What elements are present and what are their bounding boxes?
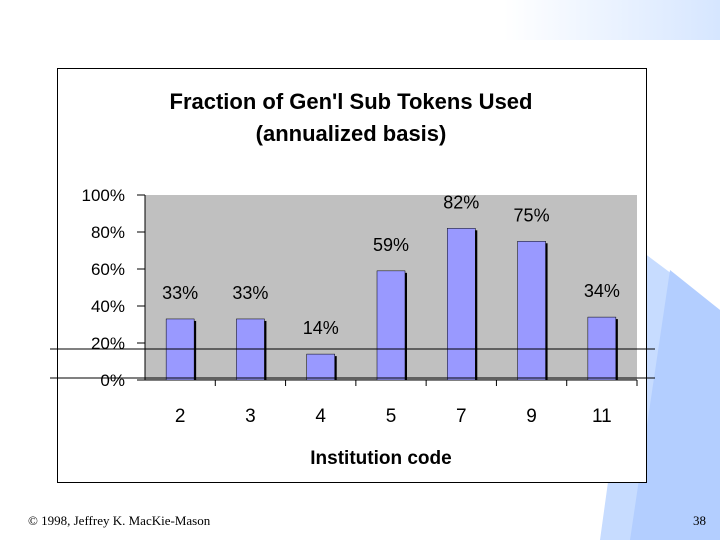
bar bbox=[447, 228, 476, 381]
y-tick-label: 40% bbox=[91, 297, 125, 316]
x-tick-label: 11 bbox=[592, 406, 612, 427]
y-tick-label: 20% bbox=[91, 334, 125, 353]
x-tick-label: 5 bbox=[386, 406, 397, 427]
x-axis-title: Institution code bbox=[310, 448, 451, 469]
y-tick-label: 60% bbox=[91, 260, 125, 279]
data-label: 34% bbox=[584, 281, 620, 301]
x-tick-label: 7 bbox=[456, 406, 467, 427]
bar bbox=[306, 353, 335, 381]
y-tick-label: 80% bbox=[91, 223, 125, 242]
footer-copyright: © 1998, Jeffrey K. MacKie-Mason bbox=[28, 513, 211, 528]
data-label: 59% bbox=[373, 235, 409, 255]
chart-title-line1: Fraction of Gen'l Sub Tokens Used bbox=[169, 89, 533, 114]
bar bbox=[517, 241, 546, 381]
x-tick-label: 4 bbox=[315, 406, 326, 427]
x-tick-label: 3 bbox=[245, 406, 256, 427]
chart-title-line2: (annualized basis) bbox=[255, 121, 447, 146]
y-tick-label: 100% bbox=[82, 186, 125, 205]
data-label: 82% bbox=[443, 192, 479, 212]
x-tick-label: 2 bbox=[175, 406, 186, 427]
slide-number: 38 bbox=[693, 513, 706, 528]
slide-top-gradient bbox=[0, 0, 720, 40]
data-label: 33% bbox=[162, 283, 198, 303]
data-label: 33% bbox=[232, 283, 268, 303]
chart-title: Fraction of Gen'l Sub Tokens Used (annua… bbox=[57, 86, 645, 150]
y-tick-label: 0% bbox=[100, 371, 125, 390]
bar bbox=[376, 270, 406, 381]
data-label: 14% bbox=[303, 318, 339, 338]
x-tick-label: 9 bbox=[526, 406, 537, 427]
data-label: 75% bbox=[514, 205, 550, 225]
